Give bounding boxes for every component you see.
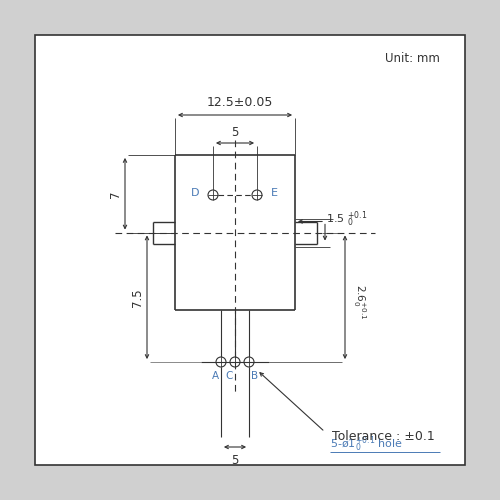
- Text: E: E: [271, 188, 278, 198]
- Text: 7.5: 7.5: [130, 288, 143, 306]
- Text: D: D: [190, 188, 199, 198]
- Text: 5-ø1$^{+0.1}_{0}$ hole: 5-ø1$^{+0.1}_{0}$ hole: [330, 434, 403, 454]
- Text: 7: 7: [108, 190, 122, 198]
- Text: 5: 5: [232, 454, 238, 468]
- Text: A: A: [212, 371, 219, 381]
- Text: $2.6^{+0.1}_{0}$: $2.6^{+0.1}_{0}$: [350, 284, 368, 320]
- Bar: [35, 35, 465, 465]
- Text: Unit: mm: Unit: mm: [385, 52, 440, 65]
- Text: 5: 5: [232, 126, 238, 140]
- Text: B: B: [251, 371, 258, 381]
- Text: $1.5\ ^{+0.1}_{0}$: $1.5\ ^{+0.1}_{0}$: [326, 210, 368, 230]
- Text: C: C: [226, 371, 233, 381]
- Text: 12.5±0.05: 12.5±0.05: [207, 96, 273, 110]
- Text: Tolerance : ±0.1: Tolerance : ±0.1: [332, 430, 435, 443]
